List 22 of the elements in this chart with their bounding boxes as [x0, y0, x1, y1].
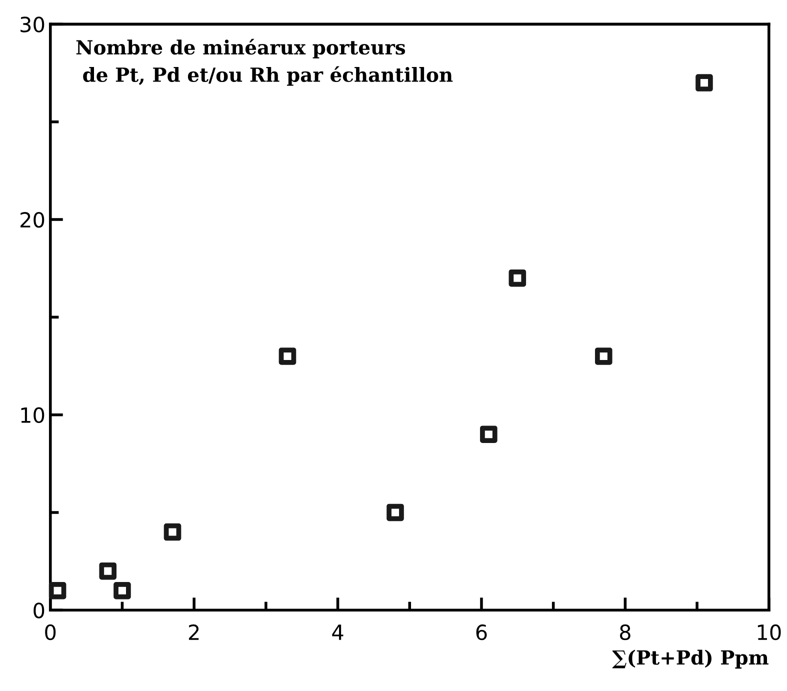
x-tick-label: 4 — [332, 624, 344, 640]
point — [164, 523, 182, 541]
point — [508, 269, 526, 287]
point — [480, 426, 498, 444]
y-tick-label: 10 — [21, 407, 44, 424]
point — [278, 348, 296, 365]
point — [99, 562, 116, 580]
x-tick-label: 8 — [620, 624, 630, 640]
y-tick-label: 30 — [20, 16, 44, 32]
point — [696, 74, 713, 92]
y-tick-label: 20 — [20, 212, 44, 228]
x-tick-label: 10 — [758, 624, 781, 640]
x-tick-label: 6 — [476, 624, 487, 640]
x-tick-label: 2 — [188, 624, 199, 640]
x-tick-label: 0 — [45, 624, 56, 640]
point — [114, 582, 131, 600]
y-tick-label: 0 — [34, 602, 44, 618]
x-axis-title: ∑(Pt+Pd) Ppm — [612, 650, 768, 669]
point — [386, 504, 404, 522]
text: Nombre de minéarux porteurs de Pt, Pd et/ou Rh par échantillon — [76, 38, 453, 86]
point — [48, 582, 66, 600]
point — [594, 348, 612, 365]
